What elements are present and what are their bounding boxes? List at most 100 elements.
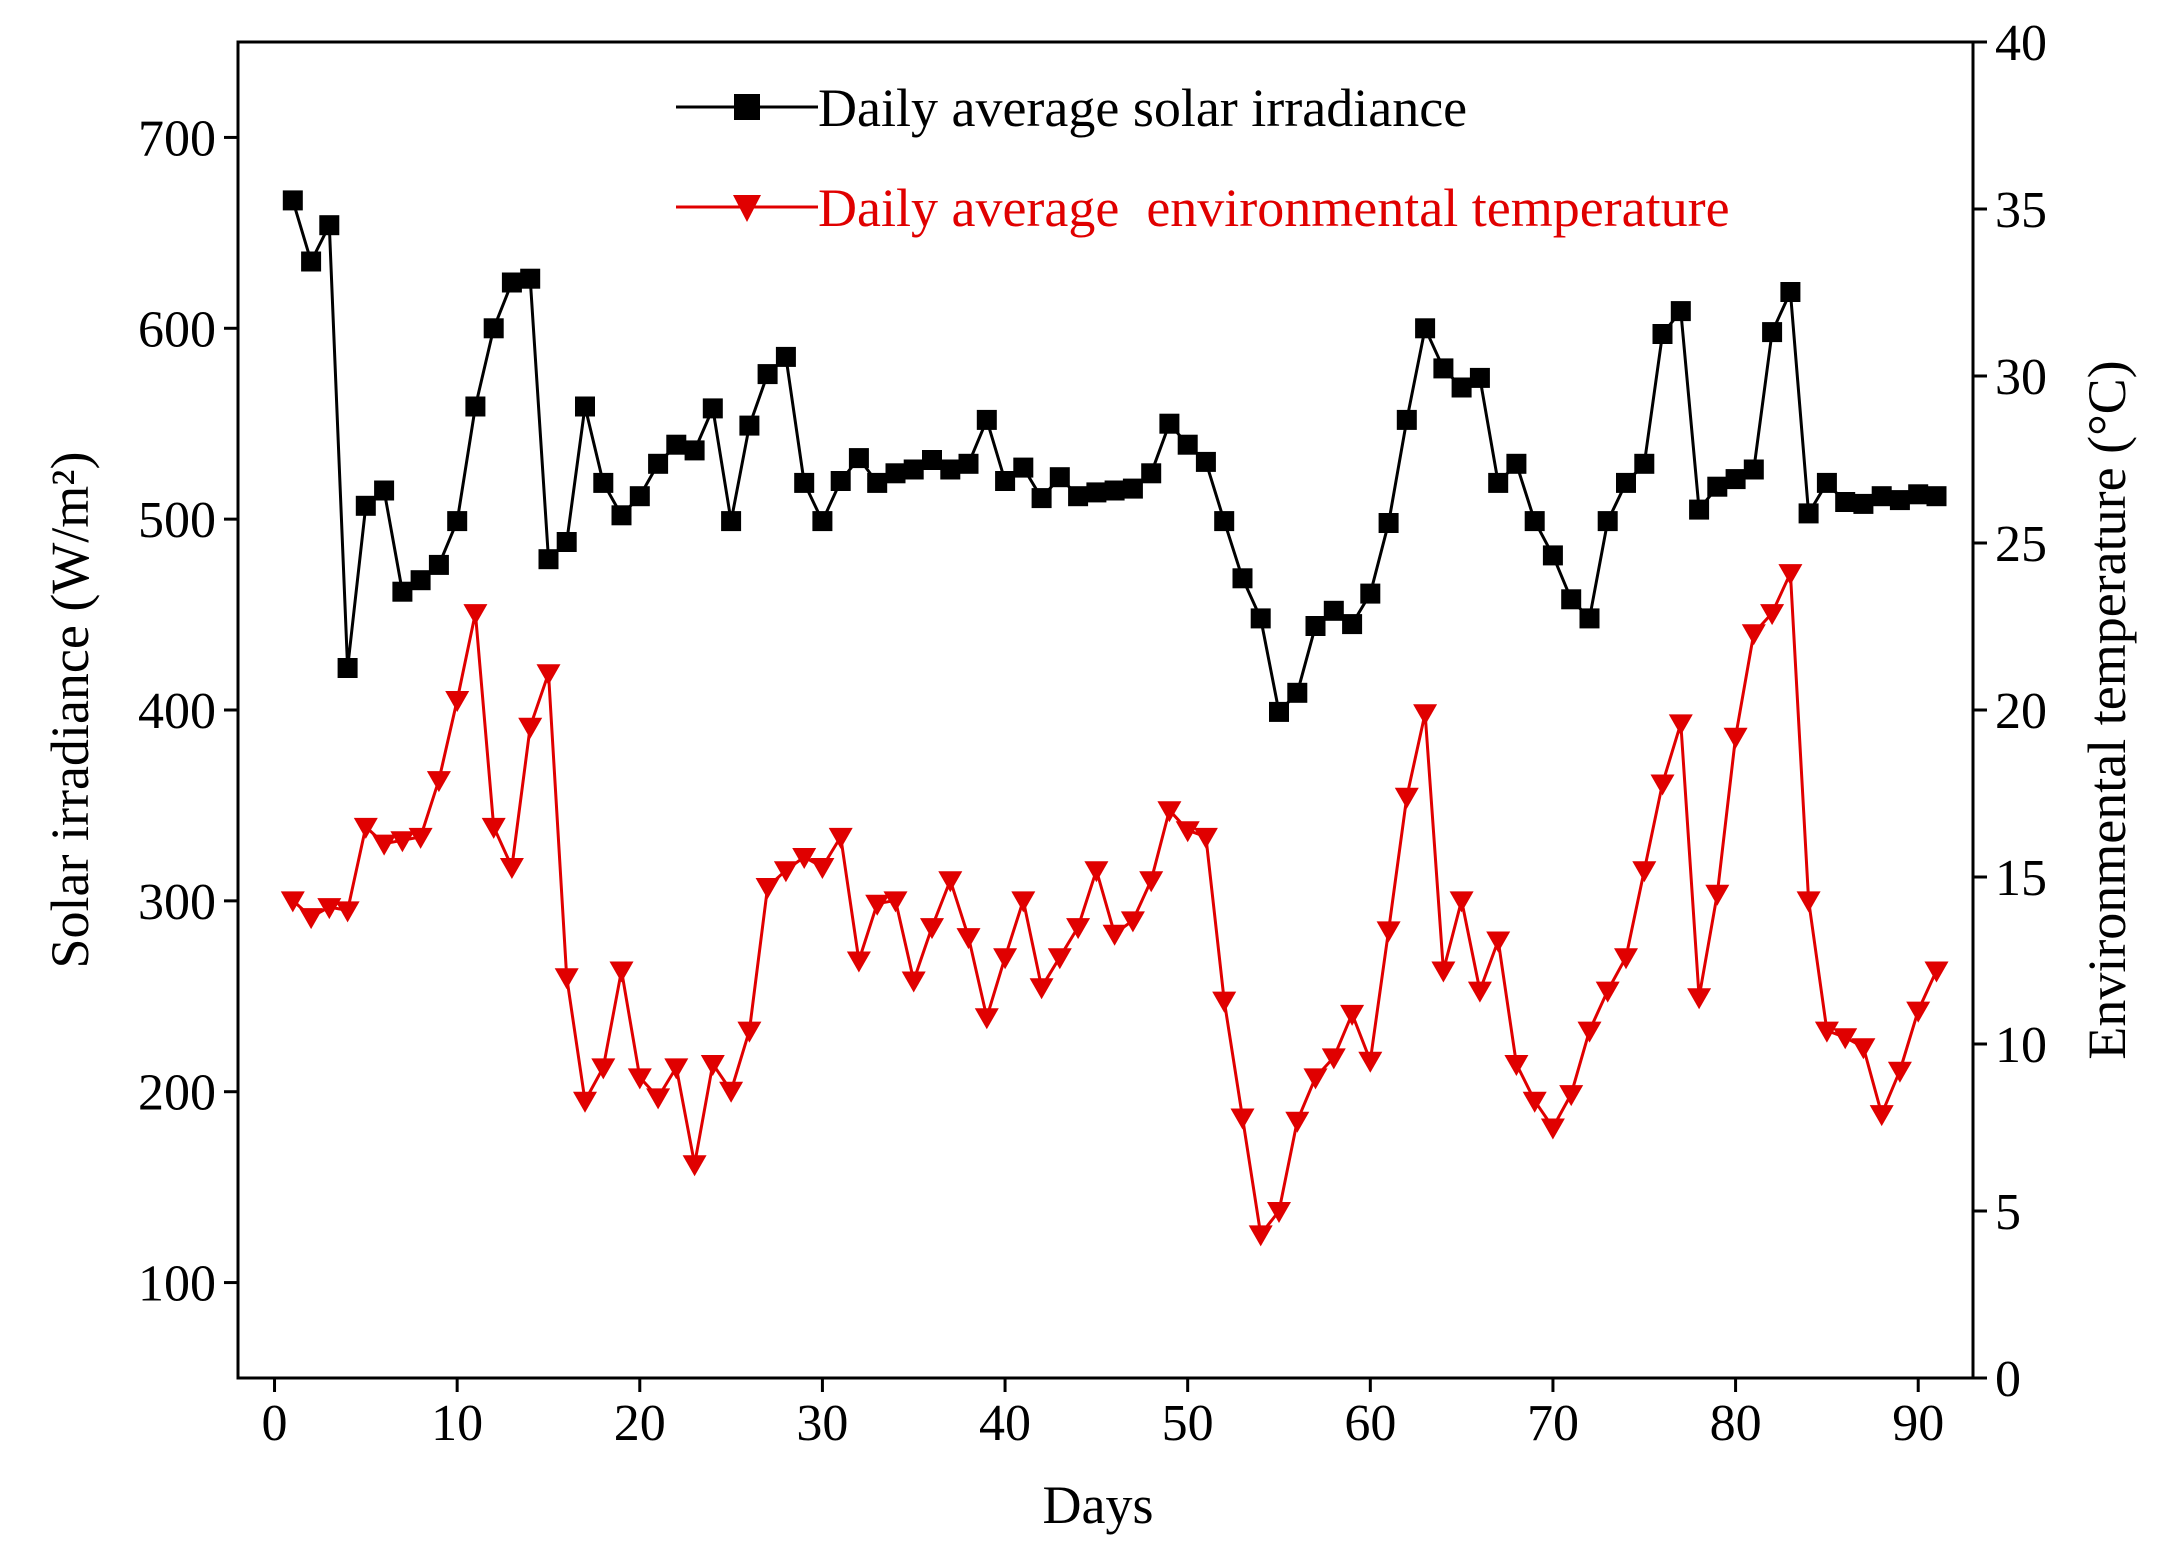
data-point bbox=[1049, 467, 1070, 488]
data-point bbox=[1157, 801, 1182, 823]
y-left-tick-label: 700 bbox=[138, 110, 216, 167]
x-tick-label: 40 bbox=[979, 1395, 1031, 1452]
data-point bbox=[426, 771, 451, 793]
x-tick-label: 70 bbox=[1527, 1395, 1579, 1452]
data-point bbox=[445, 691, 470, 712]
data-point bbox=[1321, 1048, 1346, 1070]
data-point bbox=[1159, 413, 1180, 434]
data-point bbox=[830, 471, 851, 491]
data-point bbox=[1506, 453, 1527, 474]
data-point bbox=[995, 471, 1016, 491]
data-point bbox=[993, 948, 1018, 970]
data-point bbox=[1835, 492, 1856, 512]
data-point bbox=[1725, 469, 1746, 490]
data-point bbox=[812, 511, 833, 532]
data-point bbox=[828, 827, 853, 849]
y-right-tick-label: 40 bbox=[1995, 15, 2047, 72]
data-point bbox=[1267, 1202, 1291, 1223]
data-point bbox=[593, 472, 614, 493]
data-point bbox=[1120, 911, 1145, 933]
x-axis-title: Days bbox=[1043, 1475, 1154, 1535]
data-point bbox=[573, 1091, 597, 1113]
y-left-axis-title: Solar irradiance (W/m²) bbox=[40, 452, 100, 969]
data-point bbox=[700, 1055, 725, 1076]
data-point bbox=[1798, 503, 1819, 524]
data-point bbox=[1908, 484, 1929, 505]
data-point bbox=[1305, 616, 1326, 636]
data-point bbox=[867, 472, 888, 493]
data-point bbox=[372, 834, 397, 856]
data-point bbox=[1687, 988, 1712, 1010]
data-point bbox=[1396, 409, 1417, 430]
data-point bbox=[317, 898, 342, 920]
data-point bbox=[1214, 511, 1235, 532]
y-right-axis-ticks: 0 5 10 15 20 25 30 35 40 bbox=[1973, 15, 2047, 1408]
data-point bbox=[1488, 472, 1509, 493]
data-point bbox=[646, 1088, 671, 1110]
data-point bbox=[1287, 682, 1308, 703]
data-point bbox=[1431, 961, 1456, 983]
series-temperature bbox=[280, 564, 1949, 1247]
data-point bbox=[536, 664, 561, 686]
data-point bbox=[1851, 1038, 1876, 1060]
data-point bbox=[1122, 478, 1143, 499]
data-point bbox=[499, 858, 524, 879]
data-point bbox=[794, 472, 815, 493]
data-point bbox=[556, 532, 577, 552]
data-point bbox=[1358, 1051, 1383, 1073]
data-point bbox=[1250, 608, 1271, 629]
y-left-tick-label: 200 bbox=[138, 1065, 216, 1122]
data-point bbox=[1871, 486, 1892, 507]
data-point bbox=[1193, 827, 1218, 849]
data-point bbox=[1833, 1028, 1858, 1050]
data-point bbox=[1889, 490, 1910, 511]
data-point bbox=[447, 511, 468, 532]
y-left-axis-ticks: 100 200 300 400 500 600 700 bbox=[138, 110, 238, 1313]
data-point bbox=[684, 440, 705, 461]
data-point bbox=[301, 251, 322, 272]
data-point bbox=[1926, 486, 1947, 507]
data-point bbox=[408, 827, 433, 849]
x-tick-label: 60 bbox=[1344, 1395, 1396, 1452]
data-point bbox=[1342, 614, 1363, 635]
data-point bbox=[1762, 322, 1783, 343]
data-point bbox=[1689, 499, 1710, 520]
data-point bbox=[1522, 1091, 1547, 1113]
data-point bbox=[337, 658, 358, 678]
x-tick-label: 80 bbox=[1710, 1395, 1762, 1452]
data-point bbox=[353, 817, 378, 839]
data-point bbox=[554, 968, 579, 990]
data-point bbox=[1084, 861, 1109, 883]
data-point bbox=[1504, 1055, 1529, 1076]
data-point bbox=[518, 717, 543, 739]
data-point bbox=[719, 1081, 744, 1103]
data-point bbox=[1013, 457, 1034, 478]
data-point bbox=[1177, 434, 1198, 455]
data-point bbox=[1451, 377, 1472, 398]
data-point bbox=[1524, 511, 1545, 532]
data-point bbox=[1652, 324, 1673, 344]
data-point bbox=[1723, 727, 1748, 749]
y-right-tick-label: 35 bbox=[1995, 182, 2047, 239]
data-point bbox=[664, 1058, 689, 1080]
y-right-tick-label: 0 bbox=[1995, 1351, 2021, 1408]
data-point bbox=[1195, 451, 1216, 472]
data-point bbox=[721, 511, 742, 532]
data-point bbox=[1212, 991, 1237, 1013]
legend-label-irradiance: Daily average solar irradiance bbox=[818, 78, 1467, 138]
y-right-tick-label: 30 bbox=[1995, 349, 2047, 406]
data-point bbox=[501, 272, 522, 293]
data-point bbox=[410, 570, 431, 591]
data-point bbox=[1285, 1111, 1310, 1133]
legend: Daily average solar irradiance Daily ave… bbox=[676, 78, 1730, 238]
y-right-tick-label: 5 bbox=[1995, 1184, 2021, 1241]
y-right-tick-label: 15 bbox=[1995, 850, 2047, 907]
data-point bbox=[1579, 608, 1600, 629]
data-point bbox=[465, 396, 486, 417]
y-left-tick-label: 300 bbox=[138, 874, 216, 931]
data-point bbox=[666, 434, 687, 455]
data-point bbox=[1011, 891, 1036, 913]
data-point bbox=[1924, 961, 1949, 983]
